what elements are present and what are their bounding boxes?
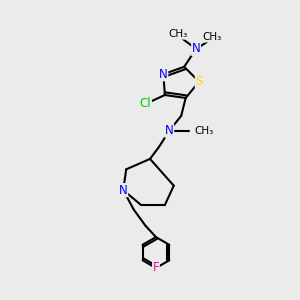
Text: CH₃: CH₃ (195, 126, 214, 136)
Text: CH₃: CH₃ (169, 29, 188, 39)
Text: N: N (165, 124, 174, 137)
Text: F: F (153, 262, 159, 275)
Text: N: N (119, 184, 128, 196)
Text: S: S (195, 75, 203, 88)
Text: N: N (159, 68, 168, 81)
Text: CH₃: CH₃ (203, 32, 222, 42)
Text: N: N (192, 42, 200, 56)
Text: Cl: Cl (140, 98, 152, 110)
